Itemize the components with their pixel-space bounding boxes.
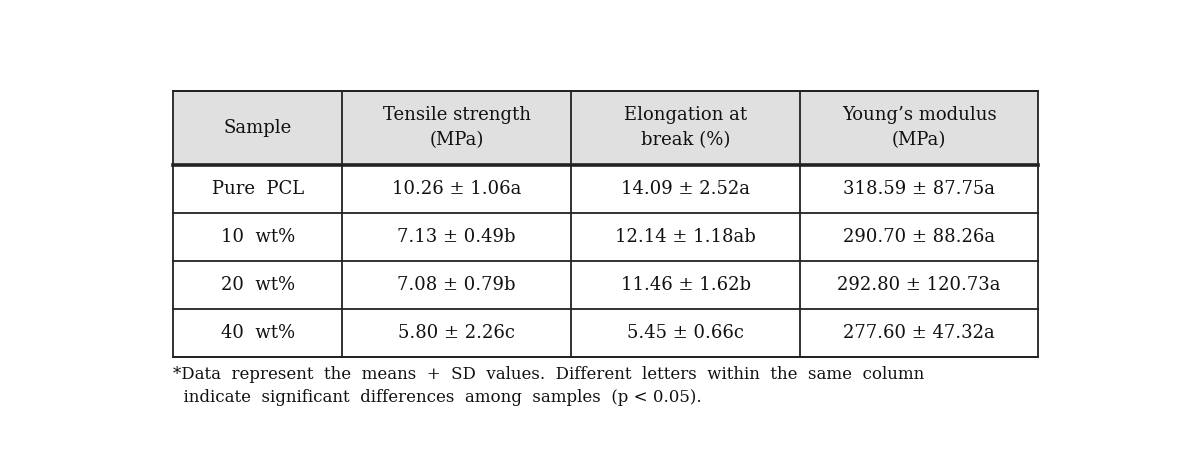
Text: Elongation at
break (%): Elongation at break (%) xyxy=(624,106,747,149)
Text: 290.70 ± 88.26a: 290.70 ± 88.26a xyxy=(843,228,995,246)
Text: 11.46 ± 1.62b: 11.46 ± 1.62b xyxy=(621,276,751,294)
Text: Tensile strength
(MPa): Tensile strength (MPa) xyxy=(383,106,531,149)
Text: *Data  represent  the  means  +  SD  values.  Different  letters  within  the  s: *Data represent the means + SD values. D… xyxy=(174,366,924,382)
Text: 10.26 ± 1.06a: 10.26 ± 1.06a xyxy=(392,180,521,198)
Text: 292.80 ± 120.73a: 292.80 ± 120.73a xyxy=(838,276,1001,294)
Text: Pure  PCL: Pure PCL xyxy=(212,180,304,198)
Text: Young’s modulus
(MPa): Young’s modulus (MPa) xyxy=(842,106,996,149)
Bar xyxy=(174,165,1038,213)
Text: 277.60 ± 47.32a: 277.60 ± 47.32a xyxy=(844,324,995,342)
Text: 5.45 ± 0.66c: 5.45 ± 0.66c xyxy=(628,324,745,342)
Bar xyxy=(174,261,1038,309)
Text: 7.08 ± 0.79b: 7.08 ± 0.79b xyxy=(397,276,515,294)
Text: 5.80 ± 2.26c: 5.80 ± 2.26c xyxy=(398,324,515,342)
Text: 20  wt%: 20 wt% xyxy=(221,276,294,294)
Bar xyxy=(174,213,1038,261)
Text: 40  wt%: 40 wt% xyxy=(221,324,294,342)
Text: Sample: Sample xyxy=(223,119,292,137)
Text: 12.14 ± 1.18ab: 12.14 ± 1.18ab xyxy=(616,228,756,246)
Text: indicate  significant  differences  among  samples  (p < 0.05).: indicate significant differences among s… xyxy=(174,389,702,406)
Text: 10  wt%: 10 wt% xyxy=(221,228,294,246)
Text: 318.59 ± 87.75a: 318.59 ± 87.75a xyxy=(843,180,995,198)
Text: 7.13 ± 0.49b: 7.13 ± 0.49b xyxy=(397,228,515,246)
Text: 14.09 ± 2.52a: 14.09 ± 2.52a xyxy=(622,180,751,198)
Bar xyxy=(174,91,1038,165)
Bar xyxy=(174,309,1038,357)
Bar xyxy=(174,91,1038,357)
